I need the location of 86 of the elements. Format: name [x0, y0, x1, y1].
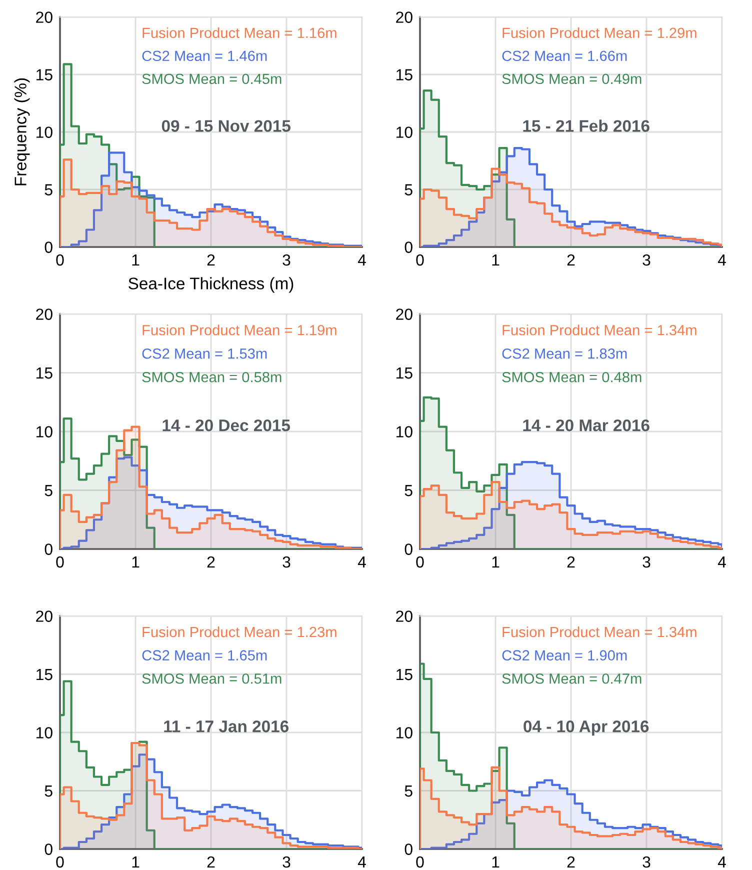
y-tick-label: 0: [44, 544, 52, 555]
annotation: SMOS Mean = 0.49m: [502, 74, 642, 84]
x-tick-label: 1: [492, 254, 500, 266]
annotation: Fusion Product Mean = 1.29m: [502, 27, 696, 38]
x-tick-label: 1: [492, 556, 500, 568]
y-tick-label: 0: [404, 242, 412, 253]
y-tick-label: 15: [396, 368, 412, 379]
x-tick-label: 4: [718, 856, 726, 868]
y-tick-label: 10: [396, 727, 412, 738]
y-tick-label: 5: [44, 786, 52, 797]
x-tick-label: 3: [642, 254, 650, 266]
y-tick-label: 10: [396, 426, 412, 438]
x-tick-label: 4: [358, 556, 366, 568]
y-axis-title: Frequency (%): [14, 78, 30, 186]
x-tick-label: 0: [56, 556, 64, 568]
x-axis-title: Sea-Ice Thickness (m): [128, 277, 294, 293]
x-tick-label: 3: [282, 856, 290, 868]
annotation: CS2 Mean = 1.65m: [142, 650, 267, 660]
y-tick-label: 20: [396, 12, 412, 23]
y-tick-label: 20: [36, 12, 52, 23]
y-tick-label: 0: [404, 844, 412, 855]
y-tick-label: 10: [36, 126, 52, 138]
annotation: SMOS Mean = 0.47m: [502, 673, 642, 684]
annotation: CS2 Mean = 1.66m: [502, 50, 627, 62]
x-tick-label: 0: [416, 856, 424, 868]
x-tick-label: 2: [207, 556, 215, 568]
text: 14 - 20 Mar 2016: [523, 419, 650, 432]
annotation: CS2 Mean = 1.53m: [142, 348, 267, 359]
y-tick-label: 5: [404, 485, 412, 496]
y-tick-label: 10: [396, 126, 412, 138]
x-tick-label: 4: [718, 254, 726, 266]
y-tick-label: 20: [36, 610, 52, 622]
y-tick-label: 10: [36, 426, 52, 438]
y-tick-label: 5: [404, 184, 412, 196]
x-tick-label: 3: [282, 556, 290, 568]
x-tick-label: 3: [642, 556, 650, 568]
text: 09 - 15 Nov 2015: [162, 120, 290, 132]
annotation: Fusion Product Mean = 1.23m: [142, 626, 336, 638]
annotation: CS2 Mean = 1.46m: [142, 50, 267, 62]
y-tick-label: 20: [396, 610, 412, 622]
text: 15 - 21 Feb 2016: [523, 120, 650, 132]
x-tick-label: 2: [567, 856, 575, 868]
annotation: SMOS Mean = 0.45m: [142, 74, 282, 84]
y-tick-label: 20: [36, 308, 52, 320]
annotation: Fusion Product Mean = 1.34m: [502, 626, 696, 638]
x-tick-label: 0: [56, 254, 64, 266]
annotation: SMOS Mean = 0.51m: [142, 673, 282, 684]
x-tick-label: 3: [642, 856, 650, 868]
x-tick-label: 2: [207, 856, 215, 868]
x-tick-label: 3: [282, 254, 290, 266]
x-tick-label: 1: [132, 856, 140, 868]
x-tick-label: 2: [567, 556, 575, 568]
x-tick-label: 2: [567, 254, 575, 266]
x-tick-label: 0: [416, 556, 424, 568]
y-tick-label: 5: [44, 485, 52, 496]
annotation: CS2 Mean = 1.83m: [502, 348, 627, 359]
y-tick-label: 0: [44, 844, 52, 855]
y-tick-label: 10: [36, 727, 52, 738]
x-tick-label: 4: [358, 254, 366, 266]
annotation: Fusion Product Mean = 1.34m: [502, 324, 696, 336]
text: 04 - 10 Apr 2016: [524, 720, 649, 736]
x-tick-label: 0: [416, 254, 424, 266]
x-tick-label: 2: [207, 254, 215, 266]
x-tick-label: 4: [358, 856, 366, 868]
y-tick-label: 20: [396, 308, 412, 320]
x-tick-label: 1: [132, 556, 140, 568]
annotation: SMOS Mean = 0.48m: [502, 372, 642, 382]
y-tick-label: 15: [396, 669, 412, 680]
y-tick-label: 5: [404, 786, 412, 797]
x-tick-label: 1: [132, 254, 140, 266]
x-tick-label: 4: [718, 556, 726, 568]
y-tick-label: 5: [44, 184, 52, 196]
annotation: SMOS Mean = 0.58m: [142, 372, 282, 382]
annotation: Fusion Product Mean = 1.16m: [142, 27, 336, 38]
x-tick-label: 1: [492, 856, 500, 868]
y-tick-label: 15: [36, 669, 52, 680]
text: 14 - 20 Dec 2015: [162, 419, 290, 432]
y-tick-label: 0: [404, 544, 412, 555]
annotation: Fusion Product Mean = 1.19m: [142, 324, 336, 336]
x-tick-label: 0: [56, 856, 64, 868]
y-tick-label: 0: [44, 242, 52, 253]
y-tick-label: 15: [396, 69, 412, 80]
y-tick-label: 15: [36, 368, 52, 379]
y-tick-label: 15: [36, 69, 52, 80]
annotation: CS2 Mean = 1.90m: [502, 650, 627, 660]
text: 11 - 17 Jan 2016: [164, 720, 289, 732]
